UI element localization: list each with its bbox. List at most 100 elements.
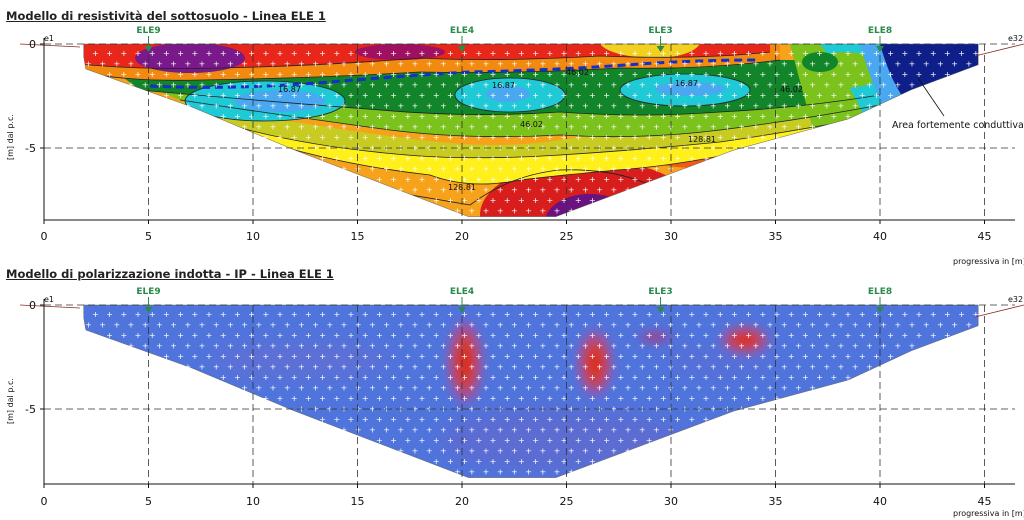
measurement-point: + xyxy=(426,447,433,456)
measurement-point: + xyxy=(447,133,454,142)
measurement-point: + xyxy=(312,363,319,372)
measurement-point: + xyxy=(227,363,234,372)
measurement-point: + xyxy=(220,91,227,100)
measurement-point: + xyxy=(568,426,575,435)
measurement-point: + xyxy=(696,363,703,372)
measurement-point: + xyxy=(341,102,348,111)
measurement-point: + xyxy=(625,426,632,435)
measurement-point: + xyxy=(646,112,653,121)
measurement-point: + xyxy=(419,154,426,163)
measurement-point: + xyxy=(220,49,227,58)
measurement-point: + xyxy=(717,394,724,403)
surface-line xyxy=(974,43,1024,57)
measurement-point: + xyxy=(220,70,227,79)
measurement-point: + xyxy=(305,373,312,382)
measurement-point: + xyxy=(376,175,383,184)
x-tick-label: 0 xyxy=(41,230,48,243)
measurement-point: + xyxy=(475,352,482,361)
measurement-point: + xyxy=(419,310,426,319)
y-tick-label: 0 xyxy=(29,38,36,51)
measurement-point: + xyxy=(518,415,525,424)
measurement-point: + xyxy=(270,123,277,132)
measurement-point: + xyxy=(738,60,745,69)
electrode-arrow-icon xyxy=(458,307,466,313)
measurement-point: + xyxy=(539,426,546,435)
measurement-point: + xyxy=(873,91,880,100)
measurement-point: + xyxy=(490,70,497,79)
measurement-point: + xyxy=(92,310,99,319)
measurement-point: + xyxy=(135,310,142,319)
electrode-markers: ELE9 ELE4 ELE3 ELE8 xyxy=(136,26,892,52)
measurement-point: + xyxy=(383,60,390,69)
measurement-point: + xyxy=(660,112,667,121)
measurement-point: + xyxy=(646,352,653,361)
measurement-point: + xyxy=(745,112,752,121)
measurement-point: + xyxy=(674,415,681,424)
measurement-point: + xyxy=(497,207,504,216)
measurement-point: + xyxy=(575,331,582,340)
measurement-point: + xyxy=(433,436,440,445)
measurement-point: + xyxy=(255,102,262,111)
measurement-point: + xyxy=(511,165,518,174)
measurement-point: + xyxy=(575,175,582,184)
electrode-arrow-icon xyxy=(656,46,665,52)
measurement-points: + + + + + + + + + + + + + + + + + + + + + + + + + + + + + + + + + + + + + + + +… xyxy=(85,49,979,216)
measurement-point: + xyxy=(646,331,653,340)
measurement-point: + xyxy=(546,175,553,184)
x-tick-label: 15 xyxy=(351,495,365,508)
surface-line xyxy=(19,43,81,48)
measurement-point: + xyxy=(823,81,830,90)
measurement-point: + xyxy=(433,331,440,340)
measurement-point: + xyxy=(369,123,376,132)
measurement-point: + xyxy=(277,112,284,121)
measurement-point: + xyxy=(703,91,710,100)
measurement-point: + xyxy=(525,186,532,195)
measurement-point: + xyxy=(454,207,461,216)
measurement-point: + xyxy=(255,60,262,69)
measurement-point: + xyxy=(575,352,582,361)
measurement-point: + xyxy=(468,468,475,477)
measurement-point: + xyxy=(163,310,170,319)
measurement-point: + xyxy=(674,331,681,340)
measurement-point: + xyxy=(419,331,426,340)
measurement-point: + xyxy=(525,207,532,216)
measurement-point: + xyxy=(653,60,660,69)
measurement-point: + xyxy=(490,394,497,403)
measurement-point: + xyxy=(369,102,376,111)
measurement-point: + xyxy=(944,49,951,58)
measurement-point: + xyxy=(504,415,511,424)
measurement-point: + xyxy=(674,91,681,100)
measurement-point: + xyxy=(319,394,326,403)
measurement-point: + xyxy=(475,457,482,466)
measurement-point: + xyxy=(767,321,774,330)
measurement-point: + xyxy=(937,321,944,330)
measurement-point: + xyxy=(475,112,482,121)
measurement-point: + xyxy=(390,49,397,58)
measurement-point: + xyxy=(404,415,411,424)
measurement-point: + xyxy=(490,373,497,382)
measurement-point: + xyxy=(298,102,305,111)
measurement-point: + xyxy=(582,447,589,456)
measurement-point: + xyxy=(731,133,738,142)
measurement-point: + xyxy=(752,102,759,111)
measurement-point: + xyxy=(774,352,781,361)
measurement-point: + xyxy=(504,331,511,340)
measurement-point: + xyxy=(681,81,688,90)
measurement-point: + xyxy=(759,133,766,142)
measurement-point: + xyxy=(120,70,127,79)
measurement-point: + xyxy=(809,363,816,372)
measurement-point: + xyxy=(795,102,802,111)
measurement-point: + xyxy=(390,133,397,142)
measurement-point: + xyxy=(277,394,284,403)
measurement-point: + xyxy=(575,133,582,142)
measurement-point: + xyxy=(390,373,397,382)
measurement-point: + xyxy=(589,91,596,100)
electrode-label: ELE9 xyxy=(136,26,160,36)
measurement-point: + xyxy=(341,384,348,393)
measurement-point: + xyxy=(667,81,674,90)
measurement-point: + xyxy=(759,49,766,58)
measurement-point: + xyxy=(546,457,553,466)
measurement-point: + xyxy=(128,342,135,351)
measurement-point: + xyxy=(823,342,830,351)
measurement-point: + xyxy=(845,373,852,382)
